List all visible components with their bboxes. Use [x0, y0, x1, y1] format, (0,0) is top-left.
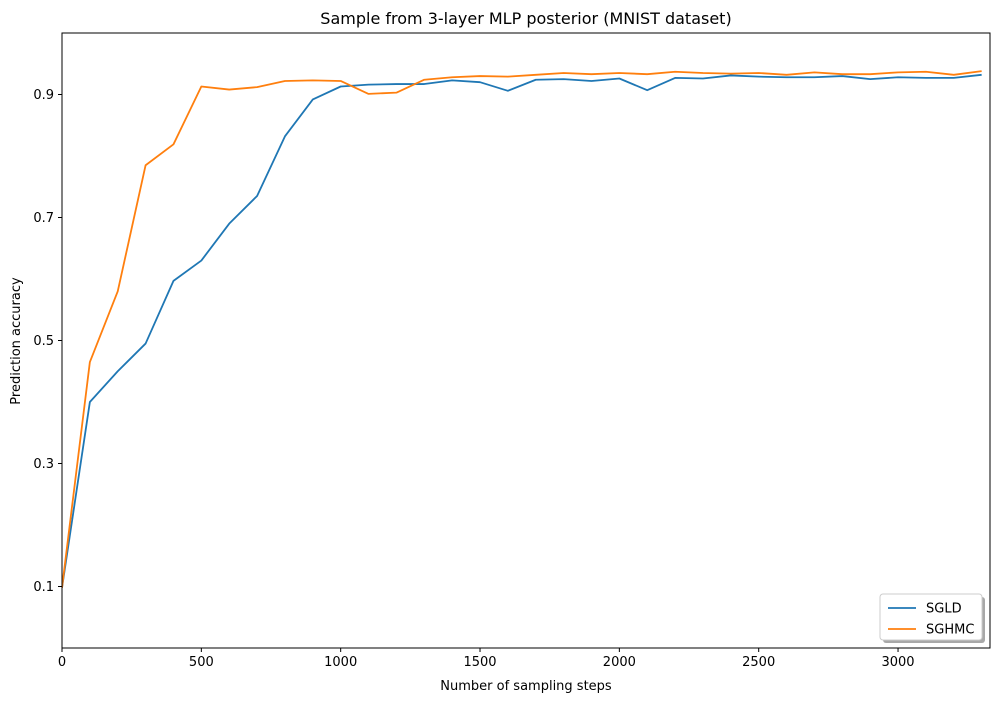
y-axis-label: Prediction accuracy	[9, 277, 24, 405]
y-tick-label: 0.9	[33, 88, 54, 103]
x-tick-label: 2500	[742, 655, 775, 670]
y-tick-label: 0.3	[33, 457, 54, 472]
legend-label-sghmc: SGHMC	[926, 623, 974, 638]
legend: SGLD SGHMC	[879, 593, 985, 643]
y-tick-label: 0.1	[33, 580, 54, 595]
x-axis-label: Number of sampling steps	[440, 679, 612, 694]
plot-frame	[61, 32, 991, 649]
plot-area: 0 500 1000 1500 2000 2500 3000 0.1 0.3 0.5 0.7 0.9 S…	[33, 32, 991, 670]
x-tick-label: 1000	[324, 655, 357, 670]
y-tick-label: 0.5	[33, 334, 54, 349]
y-tick-label: 0.7	[33, 211, 54, 226]
legend-label-sgld: SGLD	[926, 602, 962, 617]
x-tick-label: 1500	[463, 655, 496, 670]
x-tick-label: 0	[58, 655, 66, 670]
x-tick-label: 500	[189, 655, 214, 670]
series-line-sghmc	[62, 70, 982, 588]
series-line-sgld	[62, 73, 982, 588]
x-tick-label: 3000	[881, 655, 914, 670]
x-tick-label: 2000	[603, 655, 636, 670]
chart-title: Sample from 3-layer MLP posterior (MNIST…	[320, 9, 731, 28]
